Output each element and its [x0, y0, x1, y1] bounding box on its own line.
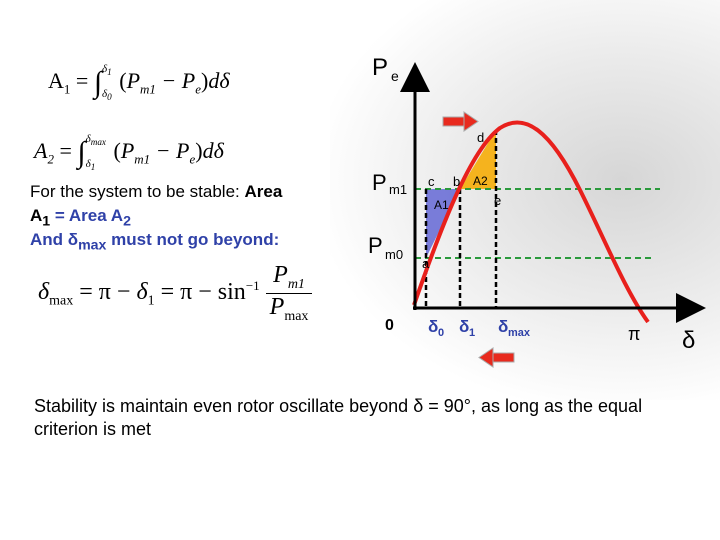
equation-area-a1: A1 = ∫ δ1 δ0 (Pm1 − Pe)dδ	[48, 63, 230, 103]
delta0-label: δ	[428, 317, 438, 336]
equation-area-a2: A2 = ∫ δmax δ1 (Pm1 − Pe)dδ	[34, 133, 224, 173]
pm0-sub: m0	[385, 247, 403, 262]
equation-delta-max: δmax = π − δ1 = π − sin−1 Pm1 Pmax	[38, 262, 313, 325]
point-c-label: c	[428, 174, 435, 189]
deltamax-sub: max	[508, 327, 531, 339]
point-a-label: a	[422, 256, 430, 271]
point-d-label: d	[477, 130, 484, 145]
and-delta-sub: max	[78, 237, 107, 254]
area-a2-sub: 2	[123, 213, 131, 230]
delta-max-line: And δmax must not go beyond:	[30, 230, 279, 253]
and-delta-text: And δ	[30, 230, 79, 249]
stable-intro-text: For the system to be stable:	[30, 182, 240, 201]
area2-label: A2	[473, 174, 488, 188]
pm0-label: P	[368, 233, 383, 258]
area-a1-symbol: A	[30, 206, 43, 225]
equals-area-a2-text: = Area A	[50, 206, 124, 225]
delta0-sub: 0	[438, 327, 444, 339]
area-word: Area	[244, 182, 283, 201]
pi-label: π	[628, 324, 640, 344]
beyond-text: must not go beyond:	[106, 230, 280, 249]
delta1-sub: 1	[469, 327, 475, 339]
deltamax-label: δ	[498, 317, 508, 336]
background-gear-shading	[330, 0, 720, 400]
pm1-label: P	[372, 170, 387, 195]
delta1-label: δ	[459, 317, 469, 336]
power-angle-curve	[412, 120, 650, 324]
area-equality-line: A1 = Area A2	[30, 206, 131, 229]
area-a1-sub: 1	[42, 213, 51, 230]
x-axis-label: δ	[682, 327, 695, 354]
origin-label: 0	[385, 317, 394, 334]
point-e-label: e	[494, 193, 501, 208]
area1-label: A1	[434, 198, 449, 212]
right-arrow-icon	[442, 111, 479, 132]
stability-note: Stability is maintain even rotor oscilla…	[34, 396, 643, 439]
stable-condition-line: For the system to be stable: Area	[30, 182, 282, 202]
left-arrow-icon	[478, 347, 515, 368]
y-axis-label: P	[372, 54, 388, 81]
point-b-label: b	[453, 174, 460, 189]
y-axis-sub: e	[391, 68, 399, 84]
pm1-sub: m1	[389, 182, 407, 197]
area-a2-fill	[460, 130, 496, 189]
